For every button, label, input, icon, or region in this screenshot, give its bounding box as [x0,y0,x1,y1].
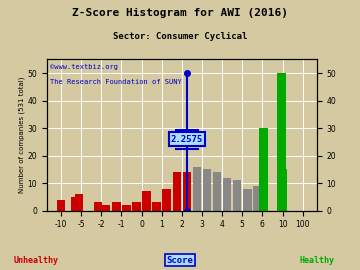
Text: Z-Score Histogram for AWI (2016): Z-Score Histogram for AWI (2016) [72,8,288,18]
Bar [260,128,268,211]
Bar [243,189,252,211]
Bar [71,197,79,211]
Bar [112,202,121,211]
Bar [233,180,242,211]
Bar [193,167,201,211]
Bar [94,202,102,211]
Y-axis label: Number of companies (531 total): Number of companies (531 total) [18,77,24,193]
Bar [223,178,231,211]
Bar [203,169,211,211]
Text: Unhealthy: Unhealthy [14,256,58,265]
Text: Sector: Consumer Cyclical: Sector: Consumer Cyclical [113,32,247,41]
Text: Score: Score [167,256,193,265]
Text: ©www.textbiz.org: ©www.textbiz.org [50,64,117,70]
Bar [75,194,83,211]
Bar [277,73,285,211]
Bar [183,172,191,211]
Bar [253,186,262,211]
Bar [102,205,111,211]
Text: 2.2575: 2.2575 [171,135,203,144]
Bar [142,191,151,211]
Bar [132,202,141,211]
Bar [122,205,131,211]
Bar [152,202,161,211]
Text: Healthy: Healthy [299,256,334,265]
Bar [279,169,287,211]
Text: The Research Foundation of SUNY: The Research Foundation of SUNY [50,79,181,85]
Bar [172,172,181,211]
Bar [162,189,171,211]
Bar [213,172,221,211]
Bar [57,200,65,211]
